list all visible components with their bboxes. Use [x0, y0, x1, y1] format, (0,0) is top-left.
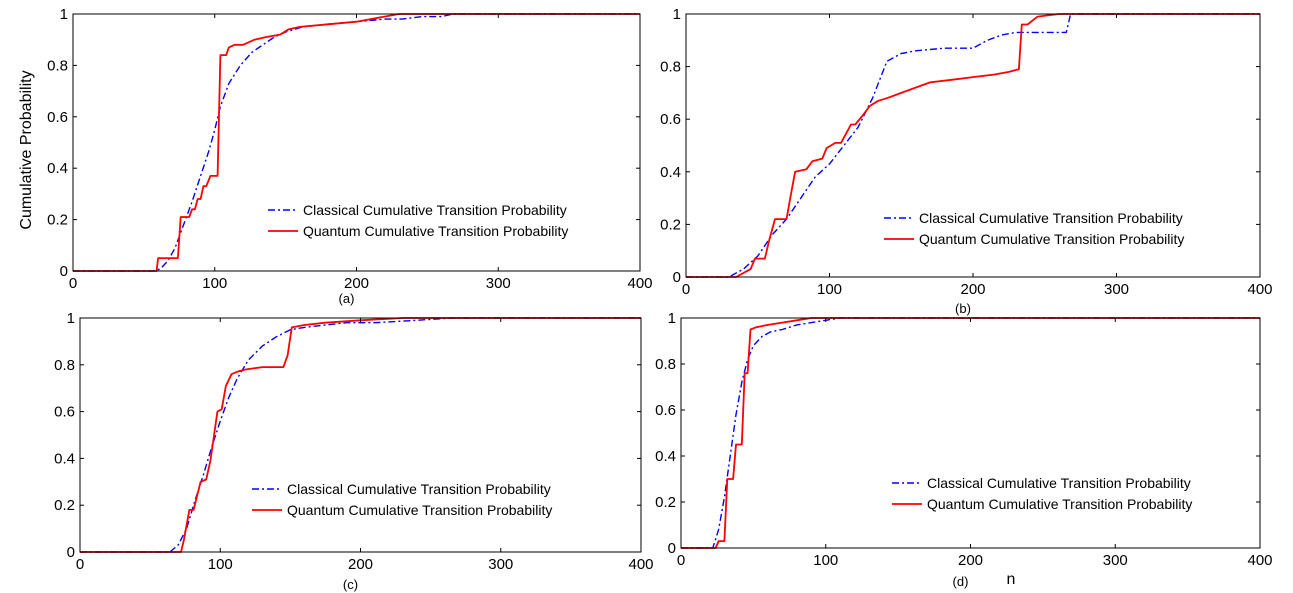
y-tick-label: 0.8	[54, 357, 75, 374]
legend: Classical Cumulative Transition Probabil…	[268, 202, 568, 239]
y-tick-label: 0.2	[660, 216, 681, 233]
x-tick-label: 400	[1247, 552, 1272, 569]
x-tick-label: 300	[1104, 281, 1129, 298]
x-axis-label: n	[1007, 571, 1016, 588]
panel-label: (c)	[343, 577, 358, 592]
y-tick-label: 0.8	[660, 59, 681, 76]
y-tick-label: 0.8	[47, 57, 68, 74]
x-tick-label: 0	[682, 281, 690, 298]
y-tick-label: 0	[67, 544, 75, 561]
legend-entry: Classical Cumulative Transition Probabil…	[287, 481, 551, 497]
panel-3: 0 100 200 300 400 0 0.2 0.4 0.6 0.8 1 (c) Classical …	[54, 310, 653, 592]
legend-entry: Quantum Cumulative Transition Probabilit…	[919, 231, 1184, 247]
quantum-series-line	[686, 13, 1260, 278]
classical-series-line	[73, 13, 640, 272]
x-tick-label: 400	[628, 556, 653, 573]
panel-label: (b)	[955, 301, 971, 316]
y-tick-label: 0.4	[660, 164, 681, 181]
y-axis-label: Cumulative Probability	[18, 70, 35, 229]
x-tick-label: 100	[813, 552, 838, 569]
legend-entry: Classical Cumulative Transition Probabil…	[927, 475, 1191, 491]
panel-label: (a)	[339, 291, 355, 306]
y-tick-label: 0.6	[655, 402, 676, 419]
x-tick-label: 200	[960, 281, 985, 298]
panel-label: (d)	[953, 574, 969, 589]
x-tick-label: 100	[202, 275, 227, 292]
x-tick-label: 300	[488, 556, 513, 573]
axes-frame	[680, 317, 1261, 549]
y-tick-label: 0.2	[54, 497, 75, 514]
y-tick-label: 0	[668, 540, 676, 557]
quantum-series-line	[80, 317, 641, 553]
legend: Classical Cumulative Transition Probabil…	[252, 481, 552, 518]
y-tick-label: 0.6	[47, 109, 68, 126]
classical-series-line	[80, 317, 641, 553]
x-tick-label: 200	[348, 556, 373, 573]
x-tick-label: 400	[1247, 281, 1272, 298]
legend: Classical Cumulative Transition Probabil…	[884, 210, 1184, 247]
panel-4: 0 100 200 300 400 0 0.2 0.4 0.6 0.8 1 (d) Classical …	[655, 310, 1272, 589]
x-tick-label: 400	[627, 275, 652, 292]
quantum-series-line	[73, 13, 640, 272]
y-tick-label: 1	[668, 310, 676, 327]
y-tick-label: 0	[60, 263, 68, 280]
y-tick-label: 0.4	[54, 450, 75, 467]
panel-2: 0 100 200 300 400 0 0.2 0.4 0.6 0.8 1 (b) Classical …	[660, 6, 1272, 316]
y-tick-label: 1	[673, 6, 681, 23]
y-tick-label: 0.2	[47, 212, 68, 229]
x-tick-label: 200	[958, 552, 983, 569]
quantum-series-line	[681, 317, 1260, 549]
legend-entry: Quantum Cumulative Transition Probabilit…	[303, 223, 568, 239]
x-tick-label: 300	[1103, 552, 1128, 569]
x-tick-label: 0	[677, 552, 685, 569]
y-tick-label: 1	[60, 6, 68, 23]
panels: 0 100 200 300 40000.20.40.60.81(a)Classical …	[47, 6, 1272, 592]
y-tick-label: 0.8	[655, 356, 676, 373]
legend-entry: Classical Cumulative Transition Probabil…	[919, 210, 1183, 226]
y-tick-label: 0.4	[47, 160, 68, 177]
panel-1: 0 100 200 300 400 0 0.2 0.4 0.6 0.8 1 (a) Classical …	[47, 6, 652, 306]
x-tick-label: 0	[76, 556, 84, 573]
legend-entry: Quantum Cumulative Transition Probabilit…	[927, 496, 1192, 512]
y-tick-label: 0.6	[660, 111, 681, 128]
y-tick-label: 0.4	[655, 448, 676, 465]
x-tick-label: 0	[69, 275, 77, 292]
x-tick-label: 300	[486, 275, 511, 292]
y-tick-label: 0.6	[54, 404, 75, 421]
x-tick-label: 100	[817, 281, 842, 298]
y-tick-label: 0	[673, 269, 681, 286]
x-tick-label: 200	[344, 275, 369, 292]
legend-entry: Classical Cumulative Transition Probabil…	[303, 202, 567, 218]
classical-series-line	[681, 317, 1260, 549]
legend: Classical Cumulative Transition Probabil…	[892, 475, 1192, 512]
y-tick-label: 0.2	[655, 494, 676, 511]
x-tick-label: 100	[208, 556, 233, 573]
y-tick-label: 1	[67, 310, 75, 327]
legend-entry: Quantum Cumulative Transition Probabilit…	[287, 502, 552, 518]
